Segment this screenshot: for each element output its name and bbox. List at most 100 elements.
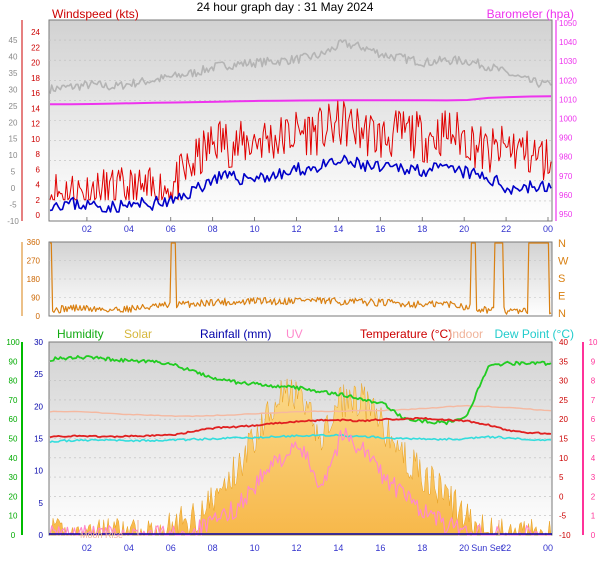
wind-outer-tick-label: 30: [9, 85, 18, 94]
wind-outer-axis: 45 40 35 30 25 20 15 10 5 0 -5 -10: [7, 36, 19, 226]
wind-outer-tick-label: 25: [9, 102, 18, 111]
climate-x-tick-label: 00: [543, 543, 553, 553]
barometer-tick-label: 970: [559, 172, 573, 181]
gust-line: [49, 100, 552, 201]
climate-x-tick-label: 12: [291, 543, 301, 553]
barometer-tick-label: 990: [559, 134, 573, 143]
direction-tick-label: 0: [36, 312, 41, 321]
direction-tick-label: 270: [27, 257, 41, 266]
wind-direction-line: [50, 242, 552, 315]
wind-tick-label: 6: [36, 165, 41, 174]
temperature-tick-label: 5: [559, 473, 564, 482]
barometer-tick-label: 1010: [559, 95, 577, 104]
wind-tick-label: 0: [36, 211, 41, 220]
wind-tick-label: 24: [31, 28, 40, 37]
climate-x-tick-label: 20: [459, 543, 469, 553]
wind-tick-label: 8: [36, 150, 41, 159]
barometer-tick-label: 960: [559, 191, 573, 200]
temperature-tick-label: 20: [559, 415, 568, 424]
dew-point-label: Dew Point (°C): [495, 327, 574, 341]
wind-outer-tick-label: 45: [9, 36, 18, 45]
direction-axis: 360 270 180 90 0: [21, 238, 41, 321]
rainfall-tick-label: 20: [34, 402, 43, 411]
climate-x-tick-label: 06: [166, 543, 176, 553]
wind-outer-tick-label: 10: [9, 151, 18, 160]
wind-tick-label: 14: [31, 104, 40, 113]
rainfall-tick-label: 5: [39, 499, 44, 508]
barometer-line: [50, 95, 552, 106]
wind-tick-label: 10: [31, 135, 40, 144]
uv-label: UV: [286, 327, 303, 341]
wind-tick-label: 22: [31, 43, 40, 52]
barometer-axis: 1050 1040 1030 1020 1010 1000 990 980 970 960 950: [555, 19, 577, 221]
compass-label: S: [558, 273, 565, 285]
rainfall-tick-label: 25: [34, 370, 43, 379]
rainfall-tick-label: 0: [39, 531, 44, 540]
direction-tick-label: 360: [27, 238, 41, 247]
wind-outer-tick-label: 0: [11, 184, 16, 193]
temperature-tick-label: -10: [559, 531, 571, 540]
climate-x-tick-label: 16: [375, 543, 385, 553]
uv-tick-label: 6: [591, 415, 596, 424]
temperature-tick-label: 0: [559, 492, 564, 501]
wind-tick-label: 20: [31, 59, 40, 68]
wind-outer-tick-label: 20: [9, 118, 18, 127]
climate-x-tick-label: 10: [250, 543, 260, 553]
page-title: 24 hour graph day : 31 May 2024: [197, 0, 374, 14]
humidity-tick-label: 30: [9, 473, 18, 482]
uv-tick-label: 9: [591, 357, 596, 366]
humidity-tick-label: 90: [9, 357, 18, 366]
direction-grid: [49, 260, 552, 298]
humidity-tick-label: 40: [9, 454, 18, 463]
humidity-tick-label: 80: [9, 377, 18, 386]
average-wind-line: [49, 154, 552, 213]
direction-tick-label: 180: [27, 275, 41, 284]
wind-x-tick-label: 14: [333, 224, 343, 234]
wind-outer-tick-label: -10: [7, 217, 19, 226]
wind-x-axis: 02 04 06 08 10 12 14 16 18 20 22 00: [82, 217, 553, 234]
temperature-tick-label: -5: [559, 512, 567, 521]
temperature-axis: 40 35 30 25 20 15 10 5 0 -5 -10: [559, 338, 571, 540]
compass-label: N: [558, 238, 566, 250]
rainfall-label: Rainfall (mm): [200, 327, 271, 341]
barometer-tick-label: 980: [559, 153, 573, 162]
humidity-label: Humidity: [57, 327, 104, 341]
wind-tick-label: 18: [31, 74, 40, 83]
wind-x-tick-label: 12: [291, 224, 301, 234]
uv-tick-label: 0: [591, 531, 596, 540]
compass-label: W: [558, 256, 569, 268]
temperature-tick-label: 40: [559, 338, 568, 347]
wind-outer-tick-label: 15: [9, 135, 18, 144]
wind-outer-tick-label: 35: [9, 69, 18, 78]
uv-line: [49, 427, 551, 536]
temperature-label: Temperature (°C): [360, 327, 452, 341]
wind-outer-tick-label: 5: [11, 168, 16, 177]
uv-tick-label: 7: [591, 396, 596, 405]
wind-tick-label: 16: [31, 89, 40, 98]
wind-x-tick-label: 00: [543, 224, 553, 234]
temperature-tick-label: 35: [559, 357, 568, 366]
wind-x-tick-label: 22: [501, 224, 511, 234]
climate-x-tick-label: 04: [124, 543, 134, 553]
indoor-label: Indoor: [449, 327, 483, 341]
wind-x-tick-label: 18: [417, 224, 427, 234]
barometer-tick-label: 1050: [559, 19, 577, 28]
wind-outer-tick-label: -5: [9, 201, 17, 210]
solar-label: Solar: [124, 327, 152, 341]
humidity-tick-label: 20: [9, 492, 18, 501]
wind-x-tick-label: 06: [166, 224, 176, 234]
uv-tick-label: 2: [591, 492, 596, 501]
uv-tick-label: 1: [591, 512, 596, 521]
wind-tick-label: 4: [36, 181, 41, 190]
moon-rise-marker: Moon Rise: [80, 530, 123, 540]
dew-point-line: [49, 433, 552, 444]
wind-x-tick-label: 04: [124, 224, 134, 234]
uv-tick-label: 3: [591, 473, 596, 482]
humidity-tick-label: 70: [9, 396, 18, 405]
humidity-tick-label: 100: [6, 338, 20, 347]
wind-x-tick-label: 10: [250, 224, 260, 234]
